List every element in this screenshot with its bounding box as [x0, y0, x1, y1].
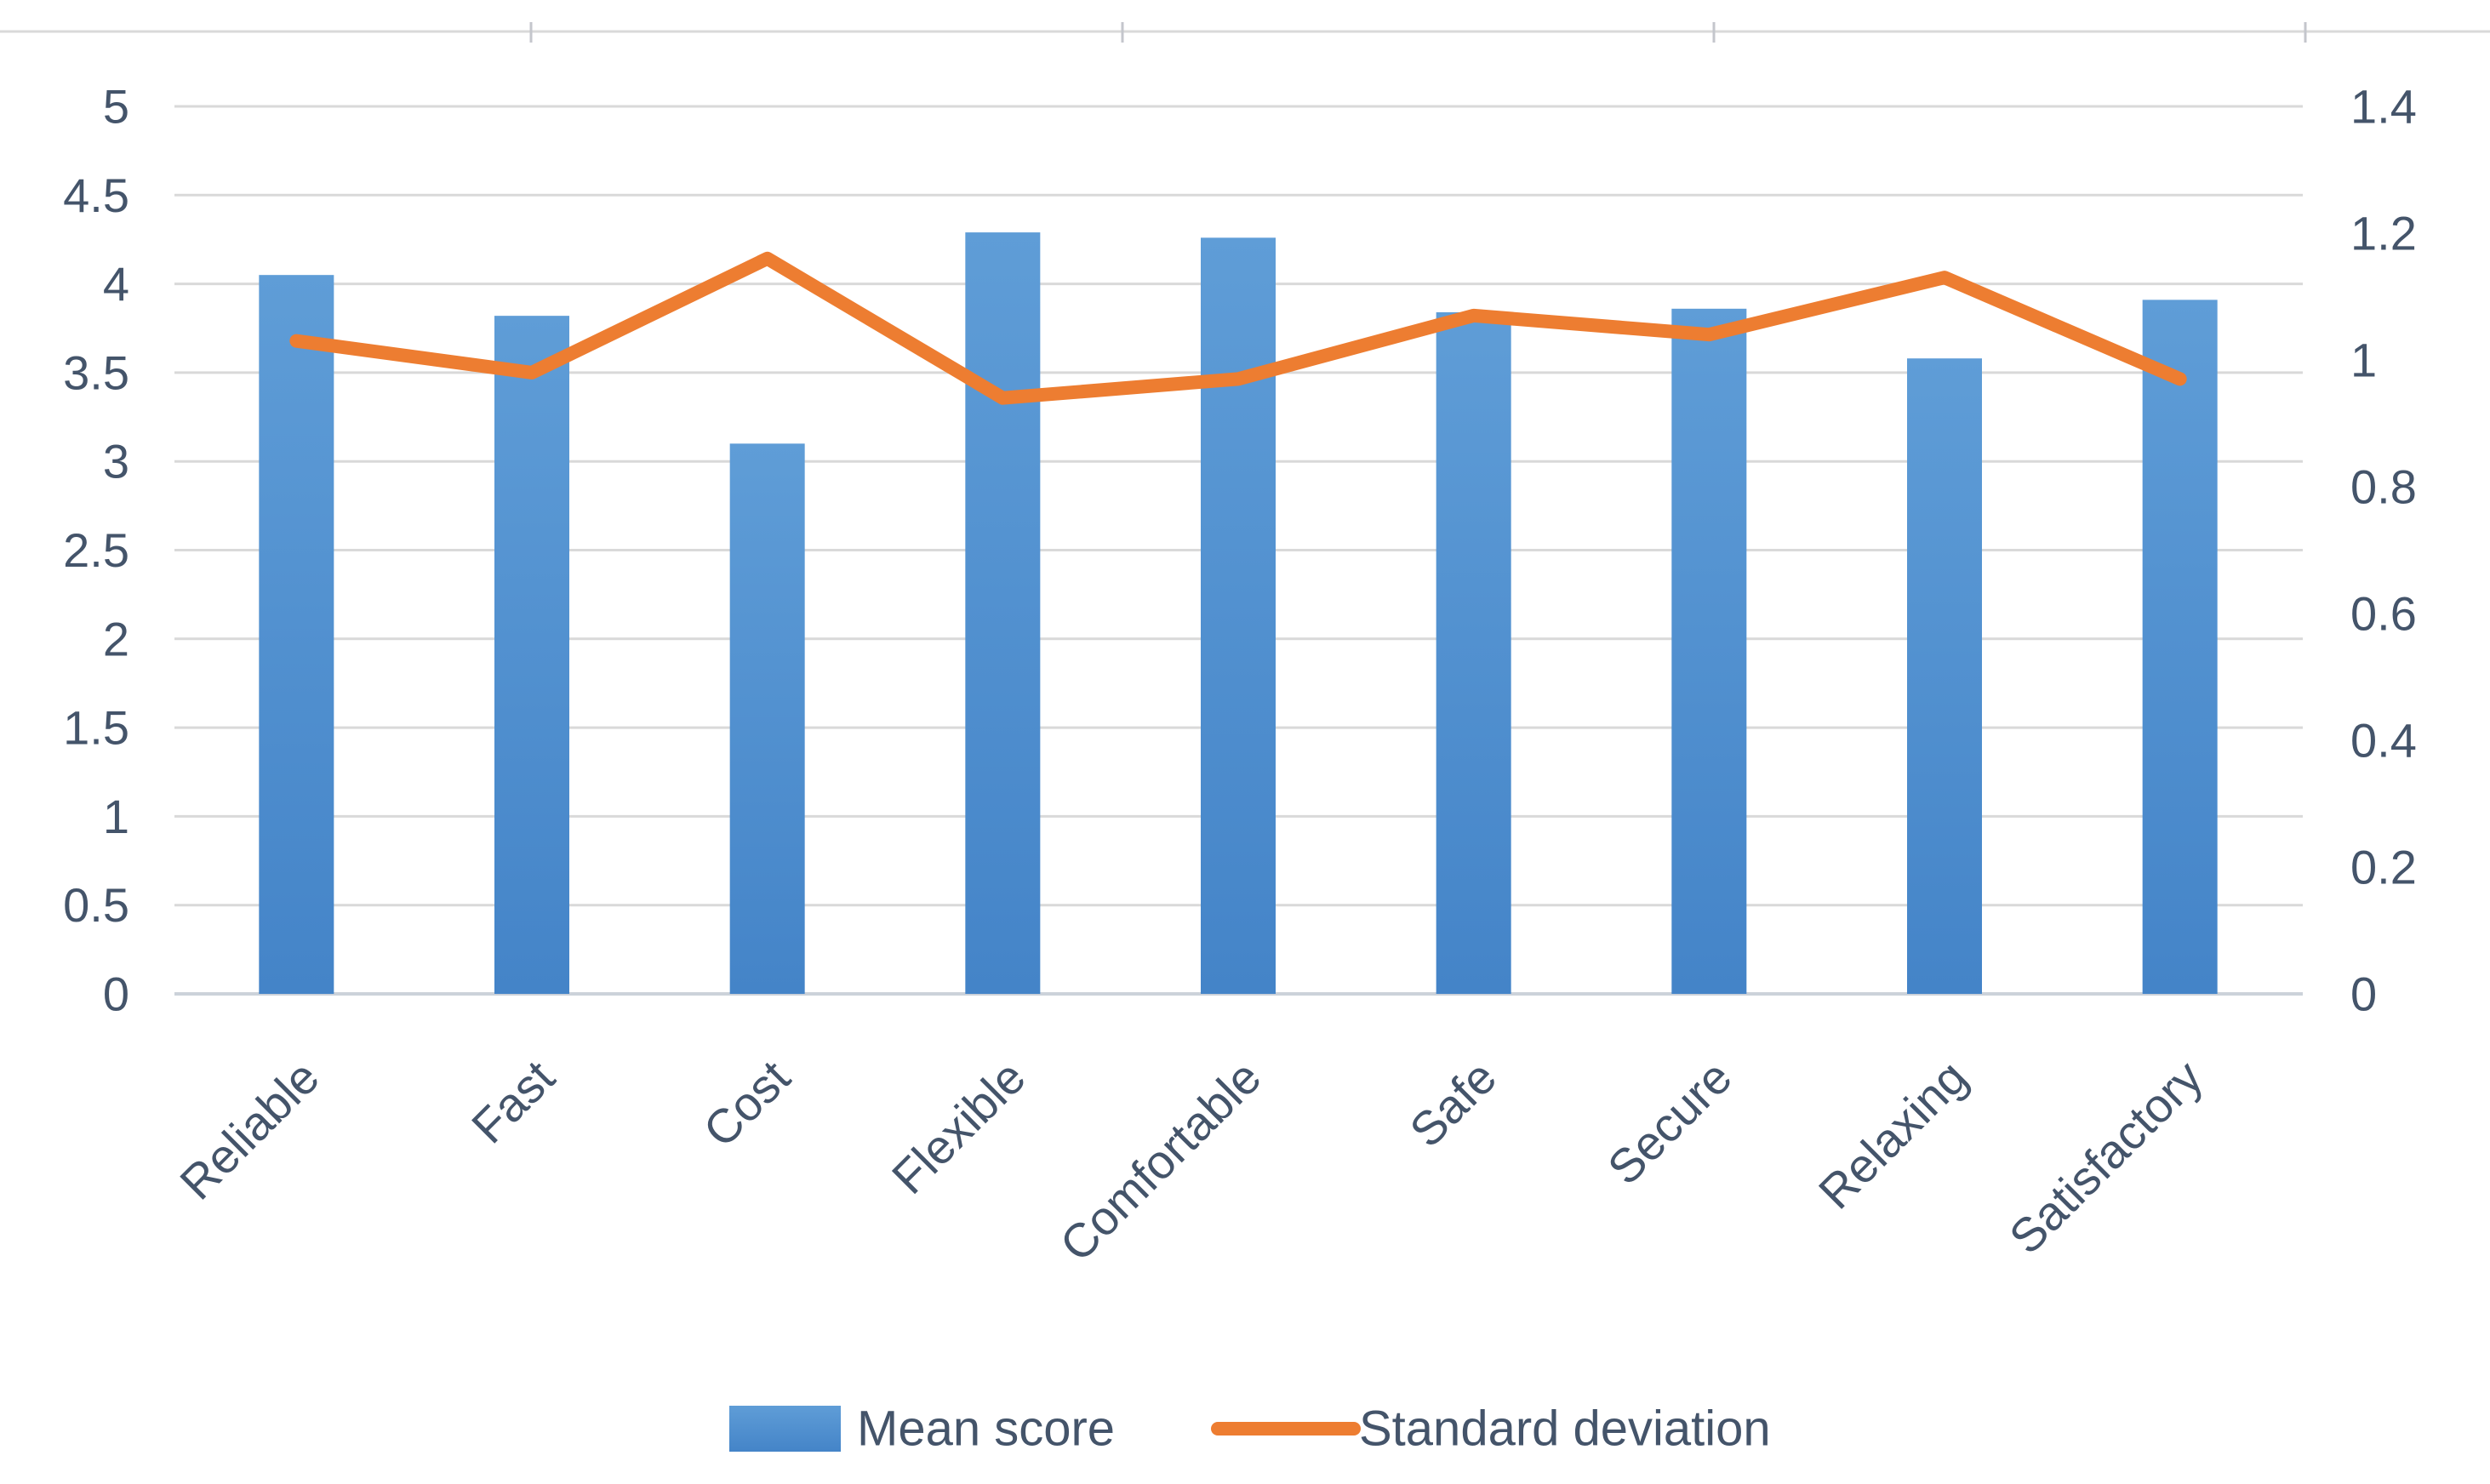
- category-label-safe: Safe: [1399, 1050, 1506, 1157]
- bar-safe: [1436, 311, 1511, 994]
- right-axis-label: 0.6: [2350, 587, 2417, 641]
- category-label-flexible: Flexible: [882, 1050, 1036, 1204]
- right-axis-label: 0: [2350, 967, 2377, 1021]
- left-axis-label: 5: [103, 80, 129, 134]
- legend: Mean score Standard deviation: [729, 1401, 1771, 1457]
- right-axis-label: 0.8: [2350, 460, 2417, 514]
- bar-secure: [1671, 308, 1747, 995]
- left-axis-label: 1.5: [63, 701, 129, 755]
- right-axis-label: 0.2: [2350, 841, 2417, 894]
- sd-line: [289, 251, 2187, 405]
- category-label-relaxing: Relaxing: [1808, 1050, 1978, 1219]
- bar-cost: [729, 443, 805, 994]
- left-axis-label: 4: [103, 257, 129, 311]
- left-axis-tick-labels: 0 0.5 1 1.5 2 2.5 3 3.5 4 4.5 5: [63, 80, 129, 1021]
- category-axis-labels: Reliable Fast Cost Flexible Comfortable Safe S…: [169, 1050, 2213, 1272]
- plot-top-border: [0, 22, 2490, 43]
- left-axis-label: 4.5: [63, 168, 129, 222]
- bar-comfortable: [1201, 237, 1276, 994]
- right-axis-label: 1: [2350, 334, 2377, 387]
- left-axis-label: 1: [103, 790, 129, 843]
- right-axis-label: 1.2: [2350, 207, 2417, 260]
- left-axis-label: 0.5: [63, 878, 129, 932]
- legend-mean-label: Mean score: [857, 1401, 1115, 1457]
- bar-reliable: [259, 275, 334, 994]
- category-label-cost: Cost: [693, 1050, 800, 1157]
- right-axis-label: 1.4: [2350, 80, 2417, 134]
- line-series-standard-deviation: [289, 251, 2187, 405]
- legend-mean-swatch: [729, 1406, 841, 1452]
- left-axis-label: 0: [103, 967, 129, 1021]
- right-axis-label: 0.4: [2350, 714, 2417, 768]
- bar-series-mean-score: [259, 232, 2218, 995]
- category-label-secure: Secure: [1597, 1050, 1742, 1195]
- category-label-reliable: Reliable: [169, 1050, 329, 1210]
- left-axis-label: 2: [103, 612, 129, 665]
- category-label-satisfactory: Satisfactory: [1999, 1050, 2213, 1264]
- bar-satisfactory: [2142, 300, 2218, 994]
- category-label-fast: Fast: [461, 1050, 565, 1154]
- bar-flexible: [965, 232, 1041, 995]
- right-axis-tick-labels: 0 0.2 0.4 0.6 0.8 1 1.2 1.4: [2350, 80, 2417, 1021]
- bar-relaxing: [1907, 358, 1982, 994]
- category-label-comfortable: Comfortable: [1049, 1050, 1271, 1271]
- left-axis-label: 3: [103, 435, 129, 488]
- legend-sd-label: Standard deviation: [1359, 1401, 1771, 1457]
- left-axis-label: 2.5: [63, 523, 129, 577]
- left-axis-label: 3.5: [63, 345, 129, 399]
- bar-fast: [494, 316, 569, 994]
